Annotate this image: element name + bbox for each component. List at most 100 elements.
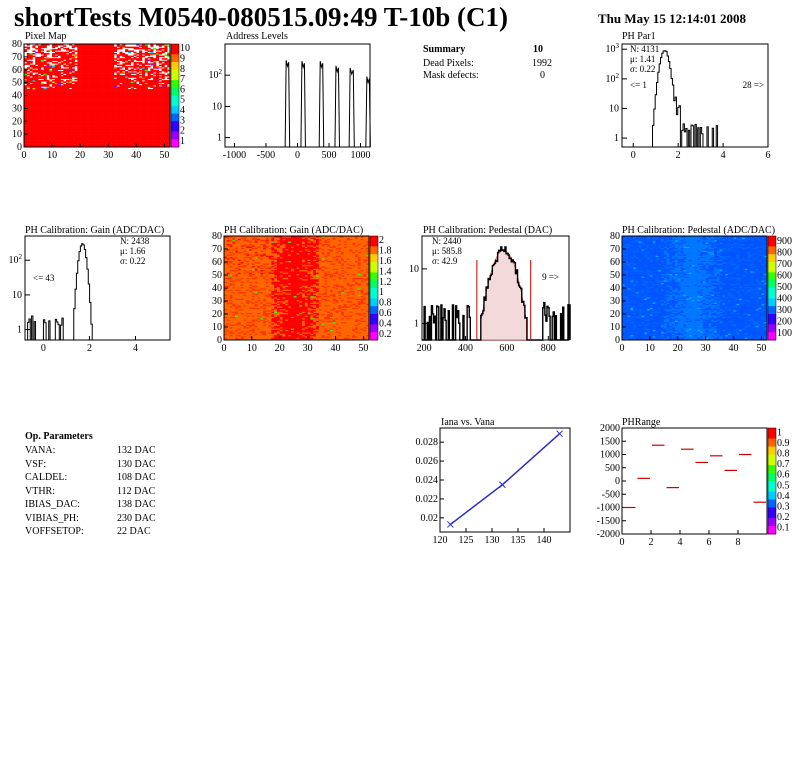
heatmap-cell xyxy=(88,68,92,71)
heatmap-cell xyxy=(57,105,61,108)
heatmap-cell xyxy=(119,64,123,67)
heatmap-cell xyxy=(161,121,165,123)
heatmap-cell xyxy=(49,103,53,105)
heatmap-cell xyxy=(113,119,117,122)
heatmap-cell xyxy=(94,62,98,64)
heatmap-cell xyxy=(130,118,134,121)
heatmap-cell xyxy=(130,68,134,71)
heatmap-cell xyxy=(77,123,81,126)
op-param-value: 132 DAC xyxy=(117,445,156,456)
heatmap-cell xyxy=(99,101,103,104)
heatmap-cell xyxy=(111,47,115,50)
heatmap-cell xyxy=(224,289,228,291)
heatmap-cell xyxy=(144,91,148,94)
heatmap-cell xyxy=(66,140,70,143)
heatmap-cell xyxy=(29,132,33,135)
heatmap-cell xyxy=(232,314,236,316)
heatmap-cell xyxy=(71,92,75,95)
heatmap-cell xyxy=(130,91,134,94)
heatmap-cell xyxy=(155,130,160,132)
heatmap-cell xyxy=(119,77,123,80)
heatmap-cell xyxy=(113,130,117,132)
heatmap-cell xyxy=(91,117,95,119)
heatmap-cell xyxy=(144,100,148,103)
heatmap-cell xyxy=(139,127,143,130)
heatmap-cell xyxy=(24,123,28,126)
heatmap-cell xyxy=(43,109,47,112)
heatmap-cell xyxy=(155,119,160,122)
heatmap-cell xyxy=(108,121,112,123)
heatmap-cell xyxy=(99,72,103,74)
heatmap-cell xyxy=(122,112,126,114)
heatmap-cell xyxy=(111,109,115,112)
heatmap-cell xyxy=(66,122,70,125)
heatmap-cell xyxy=(144,99,148,101)
heatmap-cell xyxy=(38,65,42,68)
heatmap-cell xyxy=(119,53,123,55)
heatmap-cell xyxy=(46,98,50,100)
heatmap-cell xyxy=(91,56,95,59)
heatmap-cell xyxy=(88,130,92,132)
heatmap-cell xyxy=(97,82,101,85)
heatmap-cell xyxy=(99,44,103,46)
heatmap-cell xyxy=(97,103,101,105)
heatmap-cell xyxy=(105,137,109,140)
heatmap-cell xyxy=(29,141,33,144)
heatmap-cell xyxy=(158,110,162,113)
heatmap-cell xyxy=(153,67,157,69)
op-param-row: VTHR: 112 DAC xyxy=(25,486,185,500)
heatmap-cell xyxy=(224,250,228,252)
heatmap-cell xyxy=(122,117,126,119)
heatmap-cell xyxy=(167,141,171,144)
heatmap-cell xyxy=(57,74,61,77)
heatmap-cell xyxy=(139,110,143,113)
heatmap-cell xyxy=(136,130,140,132)
heatmap-cell xyxy=(102,71,106,73)
heatmap-cell xyxy=(71,141,75,144)
heatmap-cell xyxy=(60,92,64,95)
heatmap-cell xyxy=(66,55,70,58)
heatmap-cell xyxy=(71,98,75,100)
heatmap-cell xyxy=(141,128,146,131)
heatmap-cell xyxy=(116,83,120,86)
heatmap-cell xyxy=(161,81,165,83)
heatmap-cell xyxy=(136,127,140,130)
op-params-heading: Op. Parameters xyxy=(25,431,93,442)
heatmap-cell xyxy=(229,239,233,242)
heatmap-cell xyxy=(57,91,61,94)
heatmap-cell xyxy=(133,137,137,140)
heatmap-cell xyxy=(94,128,98,131)
heatmap-cell xyxy=(224,308,228,311)
heatmap-cell xyxy=(161,44,165,46)
heatmap-cell xyxy=(102,144,106,147)
heatmap-cell xyxy=(105,100,109,103)
heatmap-cell xyxy=(229,321,233,324)
heatmap-cell xyxy=(60,62,64,64)
heatmap-cell xyxy=(85,71,89,73)
heatmap-cell xyxy=(150,104,154,107)
heatmap-cell xyxy=(88,99,92,101)
heatmap-cell xyxy=(127,118,131,121)
heatmap-cell xyxy=(224,258,228,260)
heatmap-cell xyxy=(235,281,239,284)
heatmap-cell xyxy=(102,89,106,91)
heatmap-cell xyxy=(229,278,233,281)
heatmap-cell xyxy=(133,127,137,130)
heatmap-cell xyxy=(224,302,228,304)
heatmap-cell xyxy=(46,95,50,98)
heatmap-cell xyxy=(224,324,228,326)
heatmap-cell xyxy=(38,116,42,118)
heatmap-cell xyxy=(29,107,33,109)
heatmap-cell xyxy=(237,316,242,319)
heatmap-cell xyxy=(63,96,67,99)
heatmap-cell xyxy=(66,130,70,132)
heatmap-cell xyxy=(167,92,171,95)
heatmap-cell xyxy=(60,128,64,131)
heatmap-cell xyxy=(116,64,120,67)
heatmap-cell xyxy=(144,127,148,130)
heatmap-cell xyxy=(144,109,148,112)
heatmap-cell xyxy=(158,144,162,147)
heatmap-cell xyxy=(40,96,44,99)
heatmap-cell xyxy=(167,103,171,105)
stat-sigma: σ: 0.22 xyxy=(120,256,145,266)
